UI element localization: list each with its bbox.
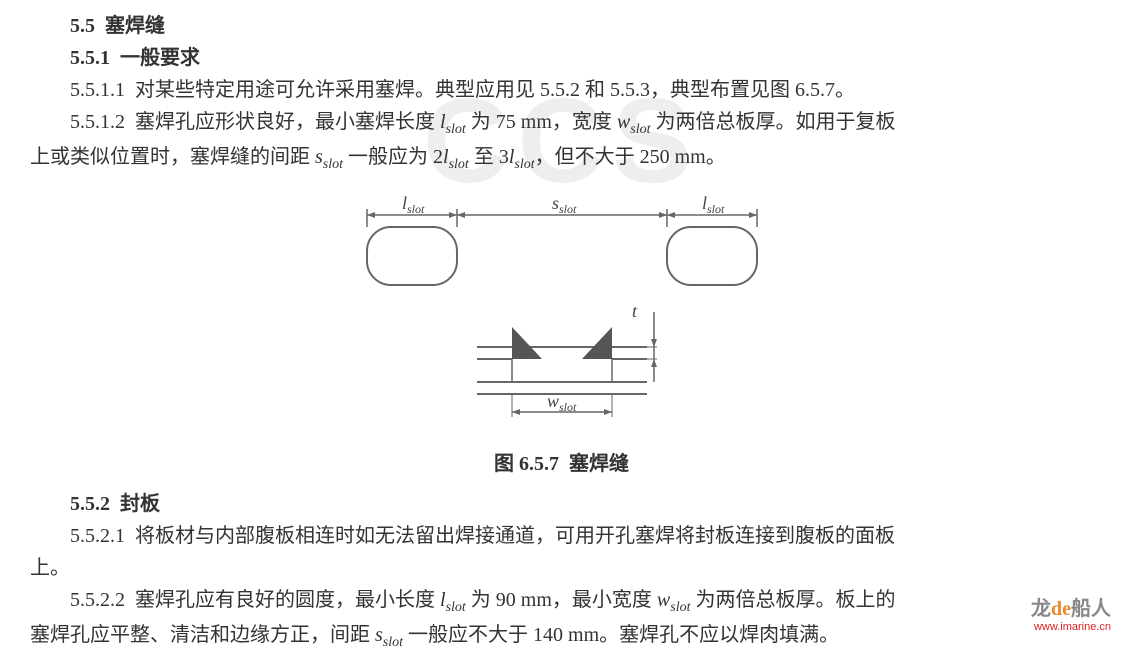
- heading-5-5-1: 5.5.1 一般要求: [70, 42, 1093, 74]
- var-w-2: w: [657, 589, 670, 611]
- weld-right: [582, 327, 612, 359]
- sub-slot-8: slot: [383, 635, 403, 650]
- para-5-5-2-1: 5.5.2.1 将板材与内部腹板相连时如无法留出焊接通道，可用开孔塞焊将封板连接…: [30, 520, 1093, 584]
- heading-5-5-num: 5.5: [70, 15, 95, 37]
- p5512-t1b: 为 75 mm，宽度: [466, 111, 617, 133]
- p5512-t2b: 一般应为 2: [343, 146, 443, 168]
- sub-slot-6: slot: [446, 600, 466, 615]
- sub-slot-5: slot: [514, 157, 534, 172]
- p5522-t2a: 塞焊孔应平整、清洁和边缘方正，间距: [30, 624, 375, 646]
- slot-right: [667, 227, 757, 285]
- figure-caption-num: 图 6.5.7: [494, 453, 559, 475]
- sub-slot-7: slot: [670, 600, 690, 615]
- var-s-2: s: [375, 624, 383, 646]
- sub-slot-4: slot: [449, 157, 469, 172]
- figure-caption: 图 6.5.7 塞焊缝: [30, 448, 1093, 480]
- heading-5-5-1-title: 一般要求: [120, 47, 200, 69]
- figure-svg: lslot sslot lslot: [347, 187, 777, 432]
- p5512-t1a: 塞焊孔应形状良好，最小塞焊长度: [135, 111, 440, 133]
- figure-6-5-7: lslot sslot lslot: [30, 187, 1093, 480]
- site-logo: 龙de船人 www.imarine.cn: [1031, 597, 1111, 634]
- slot-left: [367, 227, 457, 285]
- logo-url: www.imarine.cn: [1031, 621, 1111, 634]
- logo-l1b: de: [1051, 598, 1071, 620]
- heading-5-5-title: 塞焊缝: [105, 15, 165, 37]
- para-5-5-2-2-num: 5.5.2.2: [70, 589, 125, 611]
- p5522-t1a: 塞焊孔应有良好的圆度，最小长度: [135, 589, 440, 611]
- var-w: w: [617, 111, 630, 133]
- sub-slot-1: slot: [446, 122, 466, 137]
- heading-5-5-1-num: 5.5.1: [70, 47, 110, 69]
- p5512-t2a: 上或类似位置时，塞焊缝的间距: [30, 146, 315, 168]
- para-5-5-1-2-num: 5.5.1.2: [70, 111, 125, 133]
- heading-5-5: 5.5 塞焊缝: [70, 10, 1093, 42]
- para-5-5-1-2: 5.5.1.2 塞焊孔应形状良好，最小塞焊长度 lslot 为 75 mm，宽度…: [30, 106, 1093, 177]
- p5512-t1c: 为两倍总板厚。如用于复板: [651, 111, 896, 133]
- p5522-t2b: 一般应不大于 140 mm。塞焊孔不应以焊肉填满。: [403, 624, 839, 646]
- p5521-t1: 将板材与内部腹板相连时如无法留出焊接通道，可用开孔塞焊将封板连接到腹板的面板: [135, 525, 895, 547]
- var-s: s: [315, 146, 323, 168]
- p5512-t2d: ，但不大于 250 mm。: [535, 146, 726, 168]
- para-5-5-2-1-num: 5.5.2.1: [70, 525, 125, 547]
- weld-left: [512, 327, 542, 359]
- fig-label-l2: lslot: [702, 193, 725, 216]
- logo-l1a: 龙: [1031, 598, 1051, 620]
- fig-label-l1: lslot: [402, 193, 425, 216]
- p5522-t1c: 为两倍总板厚。板上的: [691, 589, 896, 611]
- figure-caption-title: 塞焊缝: [569, 453, 629, 475]
- para-5-5-1-1: 5.5.1.1 对某些特定用途可允许采用塞焊。典型应用见 5.5.2 和 5.5…: [70, 74, 1093, 106]
- p5522-t1b: 为 90 mm，最小宽度: [466, 589, 657, 611]
- heading-5-5-2: 5.5.2 封板: [70, 488, 1093, 520]
- para-5-5-2-2: 5.5.2.2 塞焊孔应有良好的圆度，最小长度 lslot 为 90 mm，最小…: [30, 584, 1093, 655]
- sub-slot-2: slot: [630, 122, 650, 137]
- para-5-5-1-1-num: 5.5.1.1: [70, 79, 125, 101]
- heading-5-5-2-num: 5.5.2: [70, 493, 110, 515]
- p5512-t2c: 至 3: [469, 146, 509, 168]
- fig-label-s: sslot: [552, 193, 577, 216]
- sub-slot-3: slot: [323, 157, 343, 172]
- document-content: 5.5 塞焊缝 5.5.1 一般要求 5.5.1.1 对某些特定用途可允许采用塞…: [30, 10, 1093, 655]
- logo-l1c: 船人: [1071, 598, 1111, 620]
- heading-5-5-2-title: 封板: [120, 493, 160, 515]
- p5521-t2: 上。: [30, 557, 70, 579]
- para-5-5-1-1-text: 对某些特定用途可允许采用塞焊。典型应用见 5.5.2 和 5.5.3，典型布置见…: [135, 79, 855, 101]
- fig-label-t: t: [632, 301, 638, 321]
